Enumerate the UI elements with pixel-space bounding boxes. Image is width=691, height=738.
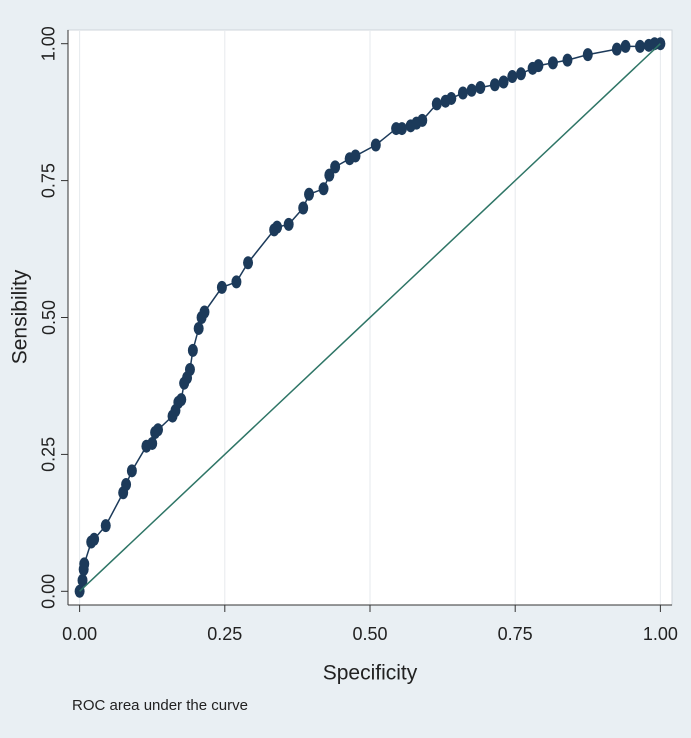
point xyxy=(396,122,407,136)
point xyxy=(611,42,622,56)
y-tick-label: 0.25 xyxy=(39,437,59,472)
y-tick-label: 0.50 xyxy=(39,300,59,335)
point xyxy=(446,91,457,105)
point xyxy=(121,478,132,492)
point xyxy=(187,343,198,357)
point xyxy=(466,83,477,97)
point xyxy=(370,138,381,152)
point xyxy=(330,160,341,174)
point xyxy=(507,70,518,84)
point xyxy=(562,53,573,67)
point xyxy=(498,75,509,89)
point xyxy=(489,78,500,92)
x-tick-label: 0.25 xyxy=(207,624,242,644)
point xyxy=(79,557,90,571)
y-tick-label: 0.75 xyxy=(39,163,59,198)
series-line xyxy=(79,43,661,592)
point xyxy=(193,321,204,335)
point xyxy=(272,220,283,234)
y-tick-label: 1.00 xyxy=(39,26,59,61)
y-tick-label: 0.00 xyxy=(39,574,59,609)
point xyxy=(547,56,558,70)
point xyxy=(318,182,329,196)
point xyxy=(582,48,593,62)
point xyxy=(100,519,111,533)
note: ROC area under the curve xyxy=(72,697,248,714)
point xyxy=(533,59,544,73)
y-axis-label: Sensibility xyxy=(9,269,32,364)
point xyxy=(635,39,646,53)
point xyxy=(147,436,158,450)
point xyxy=(176,393,187,407)
point xyxy=(417,113,428,127)
point xyxy=(184,363,195,377)
point xyxy=(431,97,442,111)
point xyxy=(77,573,88,587)
point xyxy=(153,423,164,437)
point xyxy=(283,217,294,231)
point xyxy=(620,39,631,53)
point xyxy=(216,280,227,294)
x-axis-label: Specificity xyxy=(323,662,418,685)
point xyxy=(475,81,486,94)
point xyxy=(350,149,361,163)
point xyxy=(324,168,335,182)
point xyxy=(199,305,210,319)
point xyxy=(457,86,468,100)
x-tick-label: 1.00 xyxy=(643,624,678,644)
point xyxy=(304,187,315,201)
point xyxy=(516,67,526,81)
x-tick-label: 0.00 xyxy=(62,624,97,644)
x-tick-label: 0.75 xyxy=(498,624,533,644)
point xyxy=(231,275,242,289)
point xyxy=(126,464,137,478)
x-tick-label: 0.50 xyxy=(352,624,387,644)
point xyxy=(243,256,254,270)
point xyxy=(298,201,309,215)
point xyxy=(89,532,100,546)
